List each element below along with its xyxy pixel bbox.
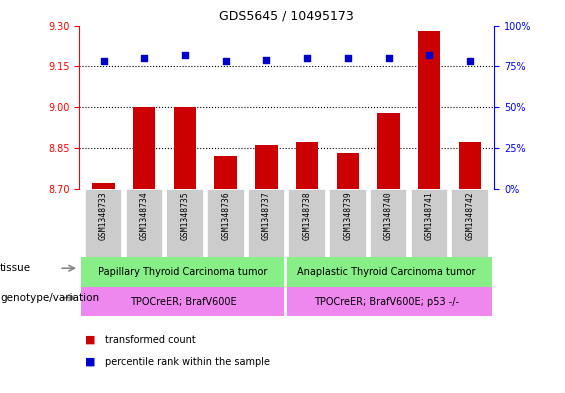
Text: genotype/variation: genotype/variation — [0, 293, 99, 303]
Point — [221, 58, 230, 64]
Bar — [166, 189, 203, 257]
Text: GSM1348739: GSM1348739 — [344, 191, 353, 240]
Bar — [81, 287, 285, 316]
Bar — [337, 153, 359, 189]
Bar — [451, 189, 488, 257]
Text: GSM1348735: GSM1348735 — [180, 191, 189, 240]
Bar — [255, 145, 277, 189]
Bar — [370, 189, 406, 257]
Point — [344, 55, 353, 61]
Point — [180, 52, 189, 58]
Bar — [247, 189, 284, 257]
Text: GSM1348740: GSM1348740 — [384, 191, 393, 240]
Text: GSM1348741: GSM1348741 — [425, 191, 434, 240]
Bar — [133, 107, 155, 189]
Text: GSM1348734: GSM1348734 — [140, 191, 149, 240]
Bar — [85, 189, 121, 257]
Text: ■: ■ — [85, 335, 95, 345]
Bar — [377, 112, 399, 189]
Text: Papillary Thyroid Carcinoma tumor: Papillary Thyroid Carcinoma tumor — [98, 267, 268, 277]
Text: GSM1348742: GSM1348742 — [466, 191, 475, 240]
Point — [425, 52, 434, 58]
Bar — [285, 287, 492, 316]
Bar — [207, 189, 244, 257]
Bar — [215, 156, 237, 189]
Title: GDS5645 / 10495173: GDS5645 / 10495173 — [219, 10, 354, 23]
Bar — [92, 183, 115, 189]
Text: percentile rank within the sample: percentile rank within the sample — [105, 356, 270, 367]
Bar — [81, 257, 285, 287]
Bar — [296, 142, 318, 189]
Point — [303, 55, 312, 61]
Text: GSM1348736: GSM1348736 — [221, 191, 230, 240]
Text: GSM1348737: GSM1348737 — [262, 191, 271, 240]
Bar — [174, 107, 196, 189]
Text: ■: ■ — [85, 356, 95, 367]
Point — [99, 58, 108, 64]
Text: transformed count: transformed count — [105, 335, 195, 345]
Bar — [411, 189, 447, 257]
Text: tissue: tissue — [0, 263, 31, 273]
Bar — [125, 189, 162, 257]
Text: Anaplastic Thyroid Carcinoma tumor: Anaplastic Thyroid Carcinoma tumor — [297, 267, 476, 277]
Point — [384, 55, 393, 61]
Point — [466, 58, 475, 64]
Bar — [285, 257, 492, 287]
Text: GSM1348733: GSM1348733 — [99, 191, 108, 240]
Text: TPOCreER; BrafV600E: TPOCreER; BrafV600E — [129, 297, 236, 307]
Bar — [459, 142, 481, 189]
Point — [140, 55, 149, 61]
Bar — [329, 189, 366, 257]
Text: GSM1348738: GSM1348738 — [303, 191, 311, 240]
Bar — [418, 31, 441, 189]
Point — [262, 57, 271, 63]
Text: TPOCreER; BrafV600E; p53 -/-: TPOCreER; BrafV600E; p53 -/- — [314, 297, 459, 307]
Bar — [288, 189, 325, 257]
